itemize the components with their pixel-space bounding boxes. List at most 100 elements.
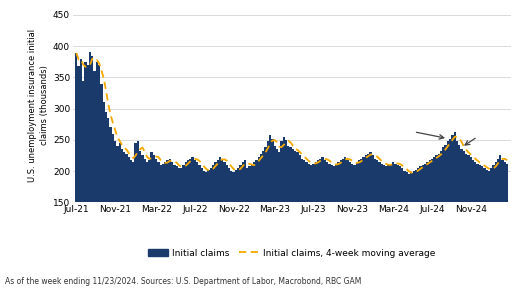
Bar bbox=[451, 135, 454, 289]
Bar bbox=[169, 159, 171, 289]
Bar bbox=[184, 162, 187, 289]
Bar bbox=[442, 147, 444, 289]
Bar bbox=[82, 81, 84, 289]
Bar bbox=[351, 164, 353, 289]
Bar bbox=[388, 165, 390, 289]
Bar bbox=[187, 160, 189, 289]
Bar bbox=[128, 157, 130, 289]
Bar bbox=[399, 166, 401, 289]
Bar bbox=[269, 135, 271, 289]
Bar bbox=[244, 160, 246, 289]
Bar bbox=[96, 62, 98, 289]
Bar bbox=[274, 146, 276, 289]
Bar bbox=[80, 59, 82, 289]
Bar bbox=[116, 146, 119, 289]
Bar bbox=[440, 151, 442, 289]
Bar bbox=[494, 162, 497, 289]
Bar bbox=[346, 160, 349, 289]
Bar bbox=[219, 157, 221, 289]
Bar bbox=[446, 141, 449, 289]
Bar bbox=[365, 155, 367, 289]
Bar bbox=[394, 164, 396, 289]
Bar bbox=[262, 151, 265, 289]
Bar bbox=[371, 155, 374, 289]
Bar bbox=[109, 127, 111, 289]
Bar bbox=[203, 171, 205, 289]
Bar bbox=[123, 152, 126, 289]
Bar bbox=[335, 164, 338, 289]
Bar bbox=[173, 165, 176, 289]
Bar bbox=[367, 153, 369, 289]
Bar bbox=[456, 141, 458, 289]
Bar bbox=[105, 112, 107, 289]
Bar bbox=[182, 165, 184, 289]
Bar bbox=[406, 172, 408, 289]
Bar bbox=[383, 165, 385, 289]
Bar bbox=[483, 168, 486, 289]
Bar bbox=[358, 160, 360, 289]
Bar bbox=[290, 147, 292, 289]
Bar bbox=[403, 171, 406, 289]
Bar bbox=[417, 168, 419, 289]
Bar bbox=[401, 168, 403, 289]
Bar bbox=[330, 165, 333, 289]
Bar bbox=[458, 145, 461, 289]
Bar bbox=[390, 164, 392, 289]
Bar bbox=[472, 160, 474, 289]
Bar bbox=[166, 160, 169, 289]
Bar bbox=[139, 151, 141, 289]
Bar bbox=[476, 164, 479, 289]
Bar bbox=[310, 165, 312, 289]
Bar bbox=[333, 166, 335, 289]
Legend: Initial claims, Initial claims, 4-week moving average: Initial claims, Initial claims, 4-week m… bbox=[144, 245, 439, 261]
Bar bbox=[207, 170, 209, 289]
Bar bbox=[433, 157, 436, 289]
Bar bbox=[499, 155, 501, 289]
Bar bbox=[363, 157, 365, 289]
Bar bbox=[294, 151, 296, 289]
Bar bbox=[201, 168, 203, 289]
Bar bbox=[501, 160, 504, 289]
Bar bbox=[360, 159, 363, 289]
Bar bbox=[189, 159, 192, 289]
Bar bbox=[103, 102, 105, 289]
Bar bbox=[504, 162, 506, 289]
Bar bbox=[287, 146, 290, 289]
Bar bbox=[242, 162, 244, 289]
Bar bbox=[461, 149, 463, 289]
Bar bbox=[385, 166, 388, 289]
Bar bbox=[224, 162, 226, 289]
Bar bbox=[449, 139, 451, 289]
Bar bbox=[428, 160, 431, 289]
Bar bbox=[424, 164, 426, 289]
Bar bbox=[119, 143, 121, 289]
Bar bbox=[292, 149, 294, 289]
Bar bbox=[415, 170, 417, 289]
Bar bbox=[353, 165, 355, 289]
Bar bbox=[490, 168, 492, 289]
Bar bbox=[192, 157, 194, 289]
Bar bbox=[130, 160, 132, 289]
Bar bbox=[328, 164, 330, 289]
Bar bbox=[249, 166, 251, 289]
Bar bbox=[235, 170, 237, 289]
Bar bbox=[91, 55, 93, 289]
Bar bbox=[260, 153, 262, 289]
Bar bbox=[226, 165, 228, 289]
Bar bbox=[180, 168, 182, 289]
Bar bbox=[214, 162, 217, 289]
Bar bbox=[421, 165, 424, 289]
Bar bbox=[255, 160, 257, 289]
Bar bbox=[338, 162, 340, 289]
Bar bbox=[340, 160, 342, 289]
Bar bbox=[392, 162, 394, 289]
Bar bbox=[93, 71, 96, 289]
Bar bbox=[486, 170, 488, 289]
Bar bbox=[232, 172, 235, 289]
Bar bbox=[305, 162, 308, 289]
Bar bbox=[151, 152, 153, 289]
Bar bbox=[378, 162, 381, 289]
Bar bbox=[253, 162, 255, 289]
Bar bbox=[137, 141, 139, 289]
Bar bbox=[196, 162, 199, 289]
